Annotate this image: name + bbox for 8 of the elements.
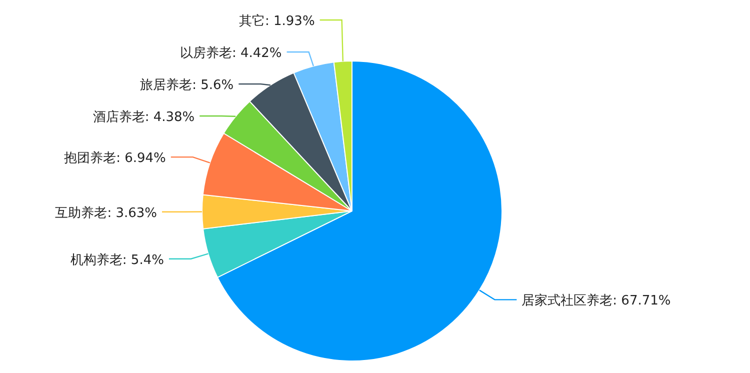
slice-label: 机构养老: 5.4% <box>70 252 164 268</box>
slice-label: 旅居养老: 5.6% <box>140 77 234 93</box>
slice-label: 以房养老: 4.42% <box>180 45 282 61</box>
slice-label: 互助养老: 3.63% <box>55 204 157 221</box>
slice-label: 抱团养老: 6.94% <box>64 150 166 166</box>
slice-label: 酒店养老: 4.38% <box>92 109 195 125</box>
slice-label: 其它: 1.93% <box>239 13 315 29</box>
slice-label: 居家式社区养老: 67.71% <box>522 292 671 309</box>
